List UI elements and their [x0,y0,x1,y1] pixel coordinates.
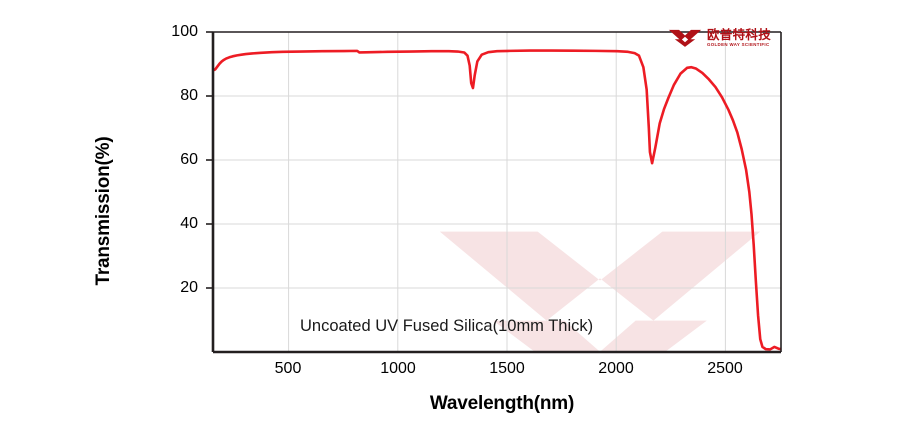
y-axis-title: Transmission(%) [93,136,114,286]
brand-logo: 欧普特科技 GOLDEN WAY SCIENTIFIC [668,24,776,52]
y-tick-label: 100 [171,23,198,40]
x-tick-label: 500 [274,360,302,377]
y-axis-ticks [206,31,213,289]
x-axis-title: Wavelength(nm) [429,393,575,414]
y-tick-label: 60 [180,151,198,168]
golden-way-logo-icon [668,29,702,47]
axis-frame [211,31,782,354]
x-tick-label: 1000 [380,360,416,377]
x-tick-label: 1500 [489,360,525,377]
data-series-line [213,49,781,351]
y-tick-label: 80 [180,87,198,104]
y-tick-label: 40 [180,215,198,232]
grid-horizontal [213,95,781,289]
y-tick-label: 20 [180,279,198,296]
x-tick-label: 2500 [707,360,743,377]
grid-vertical [288,32,726,352]
brand-name-cn: 欧普特科技 [707,26,772,42]
x-tick-label: 2000 [598,360,634,377]
brand-name-en: GOLDEN WAY SCIENTIFIC [707,41,770,47]
watermark-logo-icon [439,231,761,352]
series-annotation: Uncoated UV Fused Silica(10mm Thick) [300,317,594,335]
